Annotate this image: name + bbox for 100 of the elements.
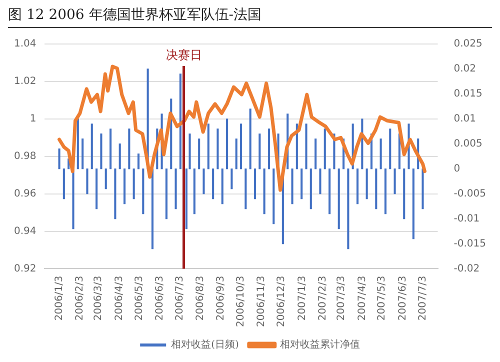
bar xyxy=(142,168,144,214)
x-tick-label: 2007/7/3 xyxy=(417,276,428,321)
bar xyxy=(110,128,112,170)
bar xyxy=(249,108,252,170)
legend-label: 相对收益(日频) xyxy=(171,338,239,351)
bar xyxy=(384,168,386,214)
bar xyxy=(394,168,396,194)
bar xyxy=(268,128,270,170)
chart-title: 图 12 2006 年德国世界杯亚军队伍-法国 xyxy=(8,6,492,28)
bar xyxy=(179,74,182,170)
x-tick-label: 2006/2/3 xyxy=(74,276,86,321)
bar xyxy=(314,138,317,170)
y-tick-label: 0.98 xyxy=(14,150,36,162)
x-tick-label: 2006/4/3 xyxy=(114,276,125,321)
y-tick-label: 0.92 xyxy=(14,263,36,274)
x-tick-label: 2006/8/3 xyxy=(195,276,206,321)
bar xyxy=(207,124,210,170)
bar xyxy=(300,168,303,200)
bar xyxy=(90,124,93,170)
bar xyxy=(114,168,116,220)
y2-tick-label: 0.01 xyxy=(454,114,476,124)
bar xyxy=(86,168,88,194)
bar xyxy=(82,138,84,170)
y2-tick-label: 0.02 xyxy=(454,64,476,75)
y2-tick-label: 0.015 xyxy=(454,88,482,100)
bar xyxy=(324,128,326,170)
bar xyxy=(118,144,121,170)
bar xyxy=(258,134,261,170)
y-tick-label: 1.02 xyxy=(14,76,36,88)
y2-tick-label: -0.01 xyxy=(454,213,480,224)
bar xyxy=(375,168,378,210)
y2-tick-label: -0.005 xyxy=(454,188,486,200)
bar xyxy=(96,168,98,210)
bar xyxy=(174,168,177,210)
x-tick-label: 2006/3/3 xyxy=(93,276,104,321)
y-tick-label: 1.04 xyxy=(14,38,36,50)
x-tick-label: 2006/5/3 xyxy=(134,276,145,321)
bar xyxy=(202,168,205,194)
x-tick-label: 2006/11/3 xyxy=(256,276,268,328)
legend-label: 相对收益累计净值 xyxy=(280,338,360,351)
x-tick-label: 2007/1/3 xyxy=(296,276,308,321)
bar xyxy=(221,168,224,204)
bar xyxy=(235,138,238,170)
y2-tick-label: 0.025 xyxy=(454,38,482,50)
bar xyxy=(193,168,196,214)
bar xyxy=(254,168,256,200)
bar xyxy=(310,168,312,210)
bar xyxy=(226,118,228,170)
bar xyxy=(72,168,74,230)
bar xyxy=(244,168,247,210)
bar xyxy=(403,168,406,220)
bar xyxy=(151,168,154,250)
bar xyxy=(389,128,392,170)
x-tick-label: 2007/4/3 xyxy=(356,276,368,321)
bar xyxy=(291,168,294,204)
x-tick-label: 2006/1/3 xyxy=(54,276,65,321)
x-tick-label: 2007/2/3 xyxy=(317,276,328,321)
bar xyxy=(58,148,60,170)
bar xyxy=(305,124,308,170)
bar xyxy=(100,134,102,170)
y-tick-label: 0.96 xyxy=(14,188,36,200)
bar xyxy=(422,168,424,210)
bar xyxy=(132,168,135,200)
bar xyxy=(62,168,65,200)
bar xyxy=(230,168,233,190)
x-tick-label: 2007/3/3 xyxy=(336,276,348,321)
bar xyxy=(76,118,79,170)
y2-tick-label: 0.005 xyxy=(454,138,482,150)
bar xyxy=(338,168,340,230)
bar xyxy=(328,168,331,214)
y-tick-label: 1 xyxy=(30,114,36,124)
bar xyxy=(412,168,414,240)
x-tick-label: 2006/7/3 xyxy=(174,276,186,321)
bar xyxy=(165,168,168,220)
x-tick-label: 2007/6/3 xyxy=(397,276,408,321)
bar xyxy=(123,168,126,204)
y2-tick-label: -0.02 xyxy=(454,263,480,274)
x-tick-label: 2007/5/3 xyxy=(376,276,388,321)
x-tick-label: 2006/12/3 xyxy=(276,276,288,328)
bar xyxy=(356,168,359,204)
y2-tick-label: -0.015 xyxy=(454,238,486,250)
bar xyxy=(104,168,107,190)
bar xyxy=(272,168,275,224)
bar xyxy=(240,124,242,170)
y2-tick-label: 0 xyxy=(454,163,460,174)
bar xyxy=(366,168,368,200)
bar xyxy=(347,168,350,250)
x-tick-label: 2006/6/3 xyxy=(154,276,166,321)
x-tick-label: 2006/9/3 xyxy=(216,276,227,321)
bar xyxy=(212,168,214,200)
bar xyxy=(380,138,382,170)
y-tick-label: 0.94 xyxy=(14,226,36,237)
ref-line-label: 决赛日 xyxy=(166,48,202,62)
bar xyxy=(137,154,140,170)
bar xyxy=(319,168,322,194)
bar xyxy=(128,128,130,170)
bar xyxy=(198,138,200,170)
bar xyxy=(216,128,219,170)
x-tick-label: 2006/10/3 xyxy=(236,276,247,328)
bar xyxy=(263,168,266,214)
